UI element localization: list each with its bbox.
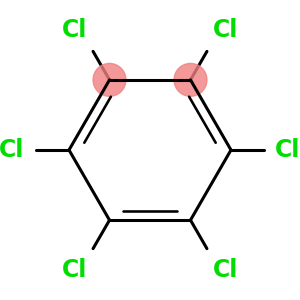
Text: Cl: Cl — [213, 259, 238, 283]
Text: Cl: Cl — [62, 259, 87, 283]
Text: Cl: Cl — [0, 138, 25, 162]
Text: Cl: Cl — [62, 17, 87, 41]
Circle shape — [93, 63, 126, 96]
Text: Cl: Cl — [213, 17, 238, 41]
Text: Cl: Cl — [275, 138, 300, 162]
Circle shape — [174, 63, 207, 96]
